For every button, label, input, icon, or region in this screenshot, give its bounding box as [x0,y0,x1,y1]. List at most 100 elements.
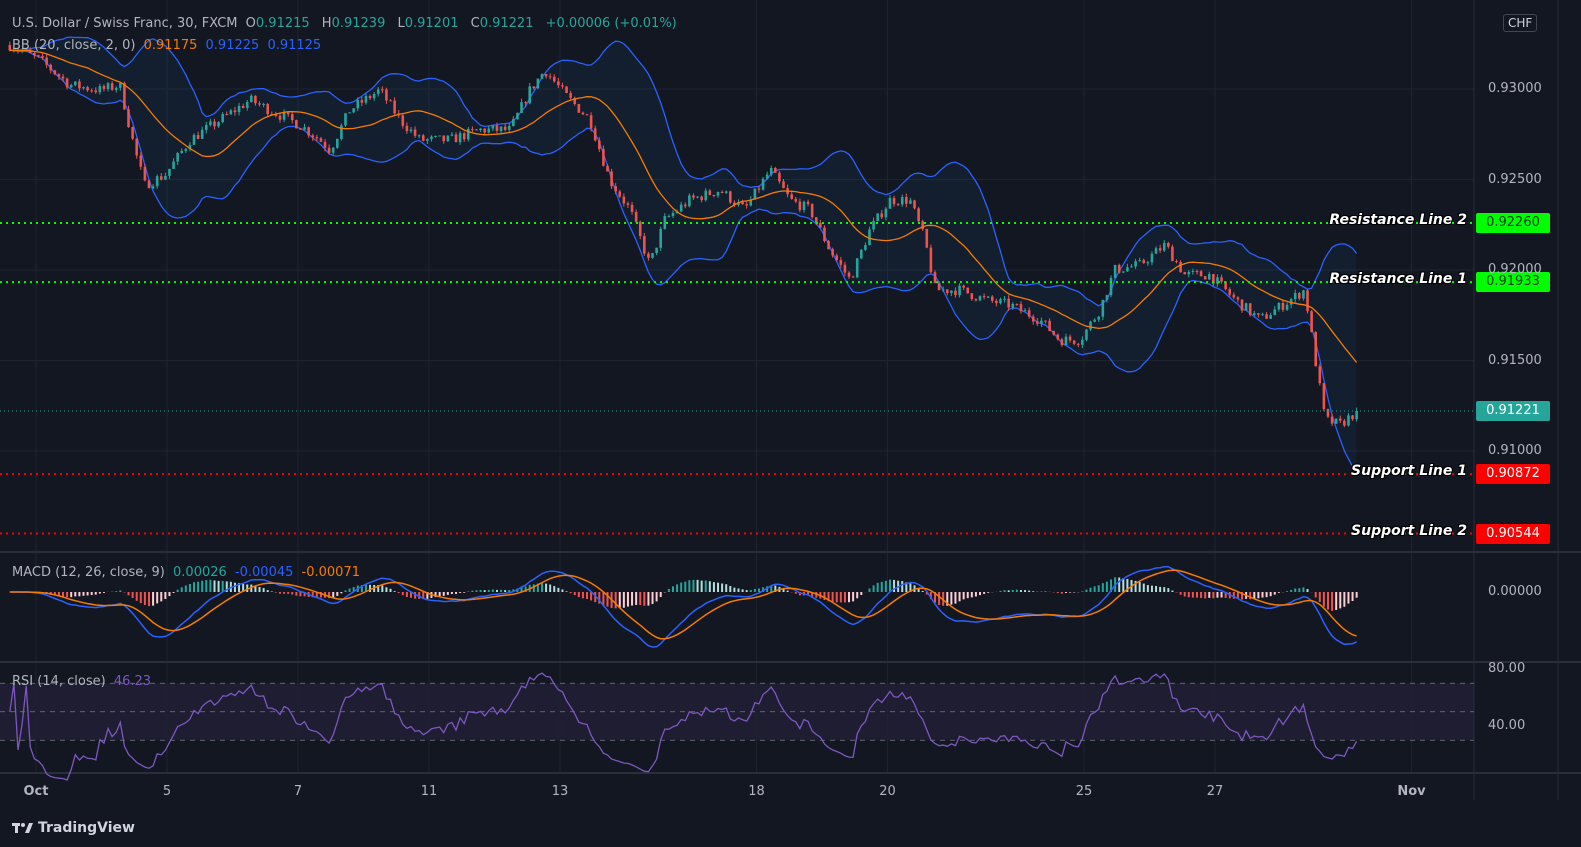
candle-body [1240,299,1244,311]
candle-body [724,191,728,193]
candle-body [258,103,261,105]
candle-body [1031,316,1035,322]
currency-label[interactable]: CHF [1503,14,1538,32]
candle-body [864,245,867,250]
candle-body [986,296,990,298]
time-axis-tick: Oct [23,784,49,799]
candle-body [1338,418,1342,421]
candle-body [892,197,896,205]
candle-body [1203,276,1207,280]
candle-body [819,222,822,228]
candle-body [311,135,315,138]
candle-body [1318,366,1322,384]
candle-body [217,122,220,127]
candle-body [839,260,843,265]
candle-body [1236,297,1240,300]
candle-body [1310,311,1313,333]
resistance-price-label: 0.92260 [1476,212,1550,233]
candle-body [446,135,450,142]
candle-body [1253,313,1256,315]
symbol-title: U.S. Dollar / Swiss Franc, 30, FXCM [12,16,238,31]
candle-body [1355,410,1358,420]
candle-body [286,112,290,115]
candle-body [290,114,294,121]
candle-body [159,176,163,180]
candle-body [184,148,188,151]
candle-body [921,221,925,230]
candle-body [168,168,171,176]
bb-legend[interactable]: BB (20, close, 2, 0) 0.91175 0.91225 0.9… [12,38,325,53]
candle-body [458,133,462,143]
candle-body [565,86,568,94]
bb-upper-line [9,36,1358,307]
candle-body [180,150,184,153]
candle-body [872,220,875,230]
candle-body [970,293,974,300]
candle-body [1306,290,1309,312]
candle-body [753,188,757,200]
candle-body [1109,277,1113,296]
candle-body [319,138,323,142]
high-value: 0.91239 [331,16,386,31]
candle-body [368,96,372,99]
candle-body [434,135,437,137]
tradingview-brand: TradingView [38,820,135,836]
candle-body [651,253,654,258]
tradingview-logo[interactable]: TradingView [12,820,135,836]
rsi-legend[interactable]: RSI (14, close) 46.23 [12,674,155,689]
candle-body [274,114,278,116]
macd-histogram-value: 0.00026 [173,565,227,580]
macd-axis-label: 0.00000 [1488,584,1542,599]
bb-band-fill [9,37,1357,472]
candle-body [1007,298,1010,308]
candle-body [237,105,241,113]
candle-body [176,152,179,162]
candle-body [1076,343,1080,345]
candle-body [655,247,658,254]
candle-body [1117,264,1121,273]
resistance-line-label[interactable]: Resistance Line 1 [1329,271,1467,288]
support-line-label[interactable]: Support Line 2 [1351,522,1467,539]
candle-body [151,186,155,189]
candle-body [1138,260,1141,262]
candle-body [1122,271,1125,273]
candle-body [966,287,970,294]
candle-body [589,115,593,129]
candle-body [1302,290,1305,299]
candle-body [516,112,519,120]
candle-body [716,191,720,196]
candle-body [1289,299,1293,305]
candle-body [262,104,265,106]
candle-body [102,86,106,89]
macd-signal-value: -0.00071 [301,565,360,580]
candle-body [278,115,282,120]
candle-body [1093,319,1096,322]
candle-body [426,139,429,141]
candle-body [1068,336,1072,341]
candle-body [782,181,785,189]
candle-body [1036,321,1039,324]
macd-value: -0.00045 [234,565,294,580]
candle-body [835,255,839,261]
low-value: 0.91201 [404,16,459,31]
candle-body [958,285,961,296]
time-axis-tick: 7 [293,784,303,799]
resistance-line-label[interactable]: Resistance Line 2 [1329,211,1467,228]
candle-body [254,95,257,104]
candle-body [209,121,212,125]
candle-body [45,57,48,65]
candle-body [1261,314,1264,316]
high-label: H [321,16,332,31]
candle-body [855,258,859,278]
candle-body [405,125,409,132]
price-axis-tick: 0.91000 [1488,443,1542,458]
candle-body [688,195,691,207]
candle-body [1064,336,1068,346]
macd-legend[interactable]: MACD (12, 26, close, 9) 0.00026 -0.00045… [12,565,364,580]
support-line-label[interactable]: Support Line 1 [1351,463,1467,480]
candle-body [1314,332,1318,367]
candle-body [585,114,589,116]
candle-body [462,133,466,140]
candle-body [385,89,388,101]
